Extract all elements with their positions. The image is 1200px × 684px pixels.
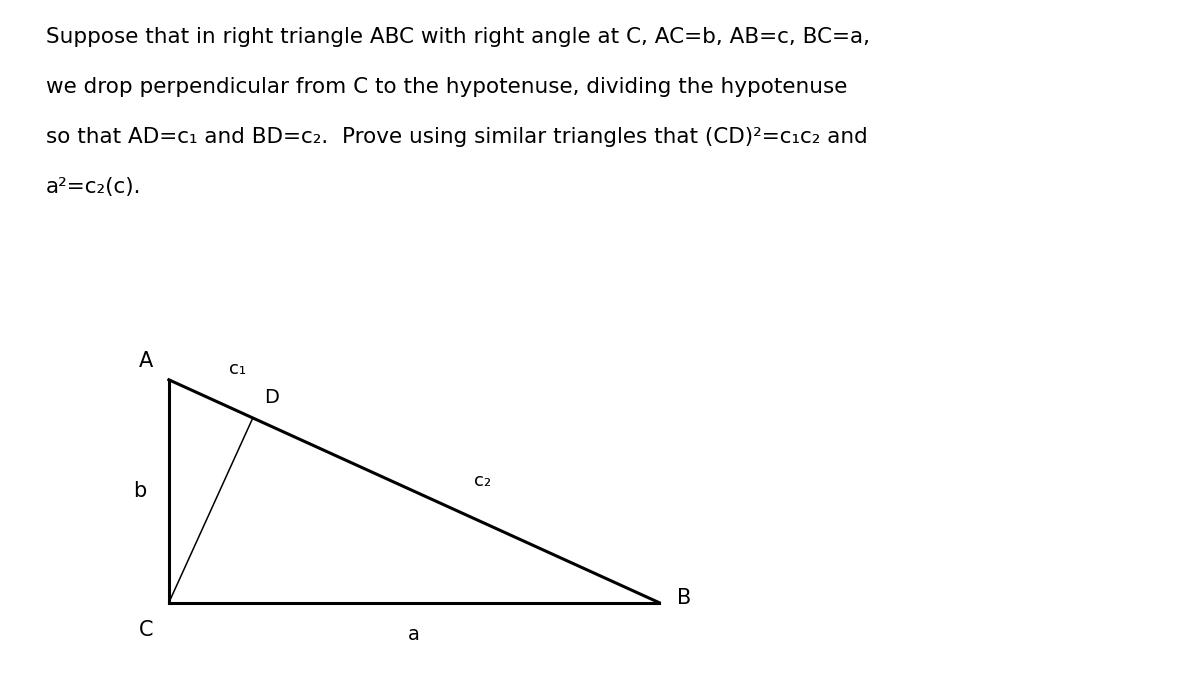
Text: we drop perpendicular from C to the hypotenuse, dividing the hypotenuse: we drop perpendicular from C to the hypo… xyxy=(46,77,847,97)
Text: Suppose that in right triangle ABC with right angle at C, AC=b, AB=c, BC=a,: Suppose that in right triangle ABC with … xyxy=(46,27,870,47)
Text: c₂: c₂ xyxy=(474,471,492,490)
Text: C: C xyxy=(139,620,154,640)
Text: c₁: c₁ xyxy=(229,360,246,378)
Text: B: B xyxy=(677,588,691,608)
Text: a²=c₂(c).: a²=c₂(c). xyxy=(46,177,142,197)
Text: b: b xyxy=(133,482,146,501)
Text: A: A xyxy=(139,351,154,371)
Text: D: D xyxy=(264,388,278,407)
Text: a: a xyxy=(408,625,420,644)
Text: so that AD=c₁ and BD=c₂.  Prove using similar triangles that (CD)²=c₁c₂ and: so that AD=c₁ and BD=c₂. Prove using sim… xyxy=(46,127,868,147)
